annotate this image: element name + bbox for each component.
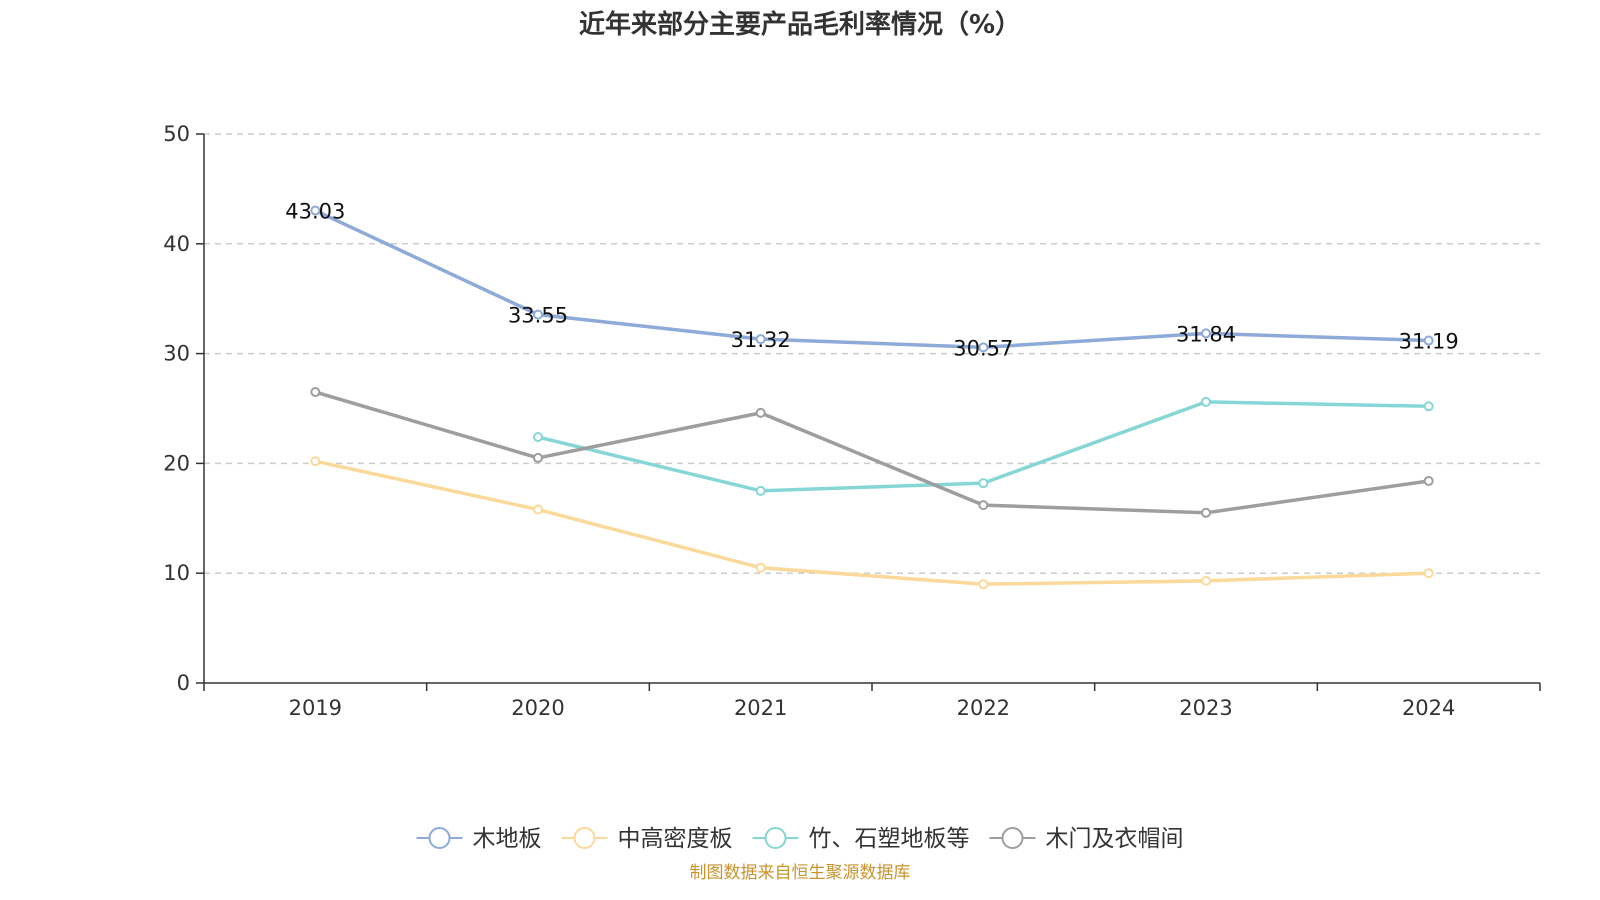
legend-label: 木地板 [473, 826, 542, 852]
data-labels: 43.03 33.55 31.32 30.57 31.84 31.19 [285, 200, 1458, 361]
series-point [755, 562, 766, 573]
series-point [533, 432, 543, 443]
legend-item[interactable]: 中高密度板 [561, 826, 733, 852]
series-point [755, 485, 766, 496]
data-label: 33.55 [508, 304, 568, 328]
legend-marker-icon [428, 827, 451, 849]
axes: 0 10 20 30 40 50 2019 2020 2021 2022 2023 2024 [163, 122, 1541, 720]
series-points [310, 205, 1434, 590]
series-point [1423, 401, 1434, 412]
x-tick-label: 2022 [957, 696, 1010, 720]
series-point [978, 478, 989, 489]
legend-marker-icon [1001, 827, 1024, 849]
y-tick-label: 40 [163, 232, 190, 256]
data-label: 31.84 [1176, 322, 1236, 346]
series-point [1201, 328, 1211, 339]
series-point [978, 579, 989, 590]
legend-label: 竹、石塑地板等 [809, 826, 970, 852]
data-label: 31.19 [1399, 330, 1459, 354]
legend-label: 中高密度板 [618, 826, 733, 852]
series-point [310, 387, 321, 398]
legend-marker-icon [573, 827, 596, 849]
series-point [1423, 475, 1434, 486]
legend-item[interactable]: 竹、石塑地板等 [752, 826, 970, 852]
series-line [314, 208, 1429, 350]
grid-lines [204, 133, 1540, 574]
x-tick-label: 2023 [1179, 696, 1232, 720]
data-label: 30.57 [953, 336, 1013, 360]
legend-item[interactable]: 木地板 [416, 826, 542, 852]
series-point [978, 342, 989, 353]
series-point [533, 309, 543, 320]
series-line [314, 459, 1429, 586]
series-point [755, 334, 766, 345]
x-tick-label: 2019 [289, 696, 342, 720]
legend-item[interactable]: 木门及衣帽间 [989, 826, 1184, 852]
series-point [310, 205, 321, 216]
series-point [1423, 568, 1434, 579]
series-line [314, 390, 1429, 515]
series-point [1201, 575, 1211, 586]
y-tick-label: 20 [163, 451, 190, 475]
series-point [533, 504, 543, 515]
series-lines [314, 208, 1429, 586]
series-line [537, 400, 1429, 493]
x-tick-label: 2024 [1402, 696, 1455, 720]
y-tick-label: 50 [163, 122, 190, 146]
series-point [533, 452, 543, 463]
y-tick-label: 30 [163, 342, 190, 366]
chart-title: 近年来部分主要产品毛利率情况（%） [579, 9, 1021, 40]
series-point [1423, 335, 1434, 346]
series-point [978, 500, 989, 511]
series-point [1201, 507, 1211, 518]
legend[interactable]: 木地板 中高密度板 竹、石塑地板等 木门及衣帽间 [416, 826, 1184, 852]
data-label: 43.03 [285, 200, 345, 224]
source-note: 制图数据来自恒生聚源数据库 [690, 863, 911, 883]
x-tick-label: 2021 [734, 696, 787, 720]
legend-marker-icon [764, 827, 787, 849]
y-tick-label: 10 [163, 561, 190, 585]
x-tick-label: 2020 [511, 696, 564, 720]
y-tick-label: 0 [177, 671, 190, 695]
series-point [755, 407, 766, 418]
data-label: 31.32 [731, 328, 791, 352]
series-point [1201, 396, 1211, 407]
legend-label: 木门及衣帽间 [1046, 826, 1184, 852]
series-point [310, 456, 321, 467]
